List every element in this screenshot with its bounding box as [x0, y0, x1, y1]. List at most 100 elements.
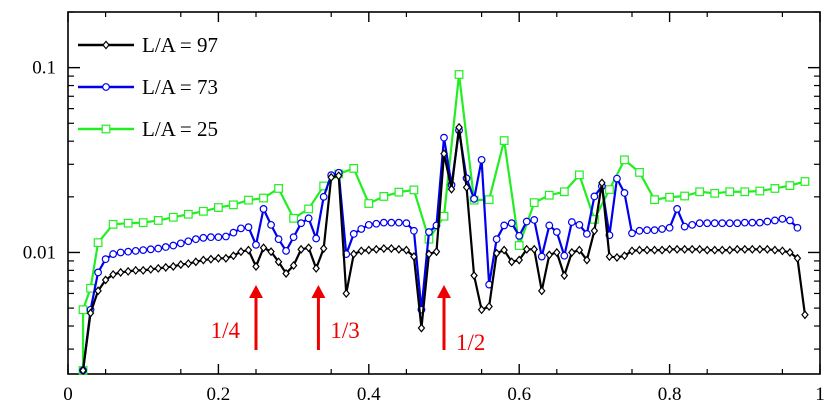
- data-point: [793, 253, 802, 263]
- data-point: [229, 251, 238, 261]
- data-point: [559, 187, 569, 197]
- data-point: [507, 257, 516, 267]
- annotation-label: 1/3: [330, 318, 359, 343]
- data-point: [131, 246, 140, 255]
- plot-frame: [67, 11, 821, 375]
- data-point: [176, 239, 185, 248]
- data-point: [590, 192, 599, 201]
- annotation-arrow-head: [437, 285, 451, 298]
- data-point: [207, 254, 215, 264]
- data-point: [725, 219, 734, 228]
- data-point: [394, 218, 403, 227]
- data-point: [244, 195, 253, 205]
- data-point: [703, 219, 712, 228]
- x-tick-label: 0: [63, 384, 73, 405]
- annotation-arrow-head: [311, 285, 326, 298]
- data-point: [500, 245, 508, 255]
- data-point: [658, 245, 666, 255]
- data-point: [800, 177, 810, 186]
- data-point: [289, 213, 298, 223]
- data-point: [552, 228, 561, 236]
- data-point: [244, 245, 253, 255]
- data-point: [319, 244, 328, 254]
- data-point: [93, 238, 103, 248]
- data-point: [733, 244, 742, 254]
- x-tick-label: 0.6: [507, 384, 531, 405]
- data-point: [199, 233, 208, 242]
- annotation-layer: 1/4 1/3 1/2: [211, 285, 485, 355]
- data-point: [282, 268, 290, 278]
- x-tick-label: 1: [815, 384, 825, 405]
- data-point: [620, 155, 629, 165]
- data-point: [237, 224, 245, 233]
- legend-label: L/A = 25: [142, 117, 218, 141]
- data-point: [267, 247, 275, 257]
- data-point: [402, 245, 411, 255]
- data-point: [184, 259, 193, 269]
- legend: L/A = 97 L/A = 73 L/A = 25: [78, 33, 218, 141]
- data-point: [628, 229, 636, 238]
- data-point: [297, 219, 306, 228]
- data-point: [410, 226, 418, 235]
- data-point: [560, 271, 569, 281]
- data-point: [425, 249, 433, 259]
- data-point: [395, 244, 403, 254]
- data-point: [801, 310, 809, 320]
- data-point: [365, 245, 373, 255]
- data-point: [590, 226, 599, 236]
- data-point: [425, 228, 433, 236]
- legend-swatch-marker: [102, 40, 110, 50]
- data-point: [477, 305, 486, 315]
- data-point: [643, 226, 651, 235]
- series-0: [79, 122, 809, 375]
- data-point: [168, 212, 178, 222]
- data-point: [153, 216, 163, 225]
- data-point: [522, 244, 531, 254]
- data-point: [312, 263, 320, 273]
- data-point: [568, 247, 576, 258]
- data-point: [786, 216, 794, 225]
- data-point: [786, 247, 794, 258]
- data-point: [492, 248, 501, 258]
- data-point: [177, 260, 185, 270]
- data-point: [613, 252, 621, 262]
- data-point: [613, 174, 621, 183]
- data-point: [673, 205, 682, 213]
- data-point: [492, 235, 501, 244]
- data-point: [605, 252, 614, 262]
- data-point: [658, 225, 666, 233]
- annotation-label: 1/4: [211, 318, 241, 343]
- data-point: [109, 269, 117, 280]
- data-point: [665, 223, 674, 232]
- data-point: [161, 243, 170, 251]
- data-point: [515, 231, 524, 240]
- data-point: [139, 265, 147, 275]
- data-point: [514, 241, 524, 250]
- data-point: [740, 187, 750, 197]
- series-layer: [78, 70, 810, 375]
- data-point: [470, 271, 478, 281]
- data-point: [94, 268, 102, 277]
- data-point: [537, 252, 546, 261]
- data-point: [342, 288, 351, 299]
- data-point: [146, 264, 155, 274]
- data-point: [748, 244, 757, 254]
- data-point: [507, 219, 516, 228]
- data-point: [635, 226, 644, 235]
- data-point: [643, 245, 651, 255]
- data-point: [222, 253, 230, 263]
- data-point: [124, 247, 133, 256]
- x-tick-label: 0.2: [207, 384, 231, 405]
- data-point: [740, 218, 749, 227]
- data-point: [440, 149, 448, 159]
- axis-ticks: 0 0.2 0.4 0.6 0.8 1 0.01 0.1: [23, 11, 825, 405]
- data-point: [417, 323, 426, 333]
- data-point: [650, 195, 659, 205]
- data-point: [454, 70, 464, 79]
- data-point: [605, 185, 614, 194]
- legend-swatch-marker: [102, 83, 110, 91]
- data-point: [575, 220, 584, 229]
- data-point: [515, 255, 523, 265]
- data-point: [319, 192, 328, 201]
